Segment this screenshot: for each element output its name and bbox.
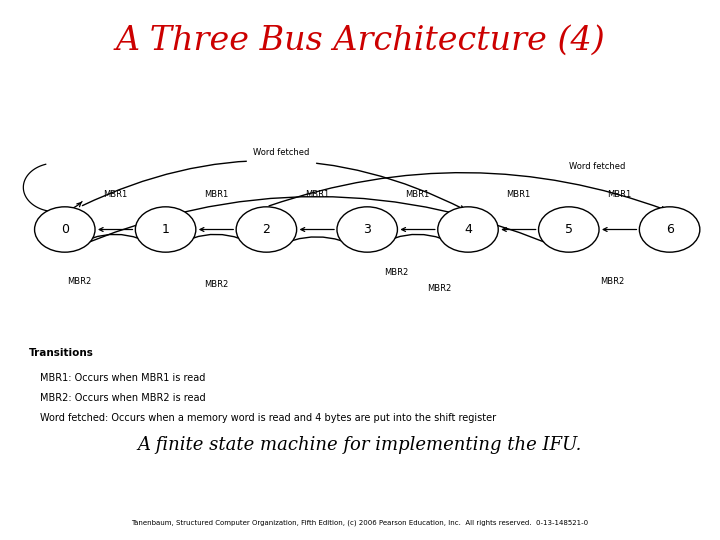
- Text: A finite state machine for implementing the IFU.: A finite state machine for implementing …: [138, 436, 582, 455]
- Text: Transitions: Transitions: [29, 348, 94, 359]
- Circle shape: [539, 207, 599, 252]
- Text: MBR2: Occurs when MBR2 is read: MBR2: Occurs when MBR2 is read: [40, 393, 205, 403]
- Text: MBR2: MBR2: [204, 280, 228, 289]
- Text: 3: 3: [364, 223, 371, 236]
- Text: MBR1: MBR1: [506, 190, 531, 199]
- Text: 6: 6: [666, 223, 673, 236]
- Text: MBR1: MBR1: [103, 190, 127, 199]
- Text: 1: 1: [162, 223, 169, 236]
- Text: MBR1: MBR1: [405, 190, 430, 199]
- Text: A Three Bus Architecture (4): A Three Bus Architecture (4): [115, 24, 605, 57]
- Text: 5: 5: [564, 223, 573, 236]
- Circle shape: [639, 207, 700, 252]
- Text: MBR1: Occurs when MBR1 is read: MBR1: Occurs when MBR1 is read: [40, 373, 205, 383]
- Text: Word fetched: Occurs when a memory word is read and 4 bytes are put into the shi: Word fetched: Occurs when a memory word …: [40, 413, 496, 423]
- Text: 0: 0: [60, 223, 69, 236]
- Text: MBR2: MBR2: [600, 278, 624, 286]
- Text: MBR2: MBR2: [427, 285, 451, 293]
- Circle shape: [337, 207, 397, 252]
- Text: MBR1: MBR1: [204, 190, 228, 199]
- Text: Word fetched: Word fetched: [253, 148, 309, 157]
- Text: MBR1: MBR1: [305, 190, 329, 199]
- Text: Tanenbaum, Structured Computer Organization, Fifth Edition, (c) 2006 Pearson Edu: Tanenbaum, Structured Computer Organizat…: [132, 519, 588, 526]
- Text: 2: 2: [263, 223, 270, 236]
- Circle shape: [438, 207, 498, 252]
- Text: MBR2: MBR2: [67, 278, 91, 286]
- Text: MBR1: MBR1: [607, 190, 631, 199]
- Circle shape: [236, 207, 297, 252]
- Text: Word fetched: Word fetched: [570, 162, 626, 171]
- Circle shape: [135, 207, 196, 252]
- Circle shape: [35, 207, 95, 252]
- Text: 4: 4: [464, 223, 472, 236]
- Text: MBR2: MBR2: [384, 268, 408, 277]
